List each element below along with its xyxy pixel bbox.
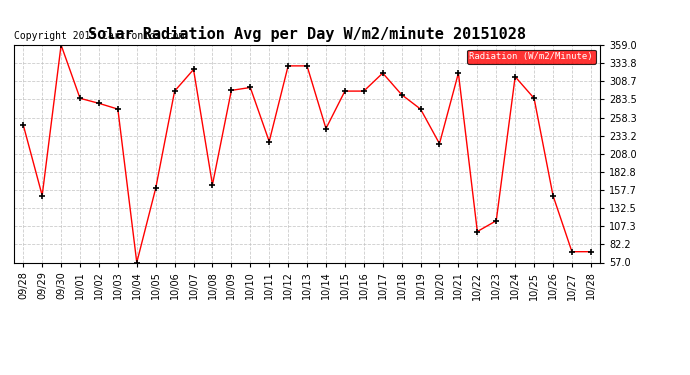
Text: Copyright 2015 Cartronics.com: Copyright 2015 Cartronics.com xyxy=(14,31,184,40)
Title: Solar Radiation Avg per Day W/m2/minute 20151028: Solar Radiation Avg per Day W/m2/minute … xyxy=(88,27,526,42)
Legend: Radiation (W/m2/Minute): Radiation (W/m2/Minute) xyxy=(466,50,595,64)
